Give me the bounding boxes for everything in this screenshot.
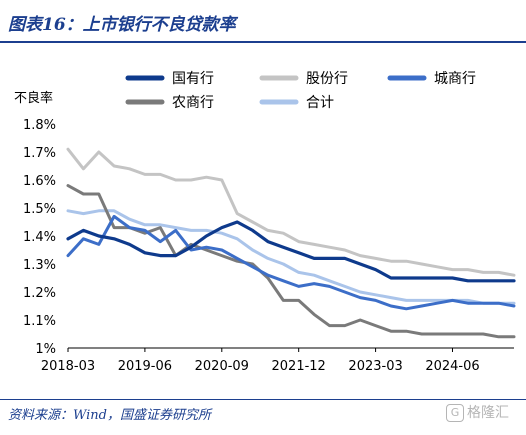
- title-bar: 图表16：上市银行不良贷款率: [0, 0, 526, 44]
- x-tick-label: 2019-06: [118, 359, 172, 374]
- y-axis-label: 不良率: [14, 90, 53, 106]
- source-divider: [0, 399, 526, 400]
- y-tick-label: 1.6%: [23, 174, 56, 189]
- watermark-logo-icon: G: [446, 404, 464, 422]
- x-tick-label: 2024-06: [425, 359, 479, 374]
- y-tick-label: 1.5%: [23, 202, 56, 217]
- y-tick-label: 1.3%: [23, 258, 56, 273]
- npl-ratio-line-chart: 不良率 1% 1.1% 1.2% 1.3% 1.4% 1.5% 1.6% 1.7% 1.8% 201…: [14, 71, 516, 374]
- x-tick-label: 2018-03: [41, 359, 95, 374]
- source-note: 资料来源：Wind，国盛证券研究所: [8, 408, 211, 423]
- series-line: [66, 147, 516, 277]
- page-title: 图表16：上市银行不良贷款率: [8, 15, 236, 35]
- legend-label: 股份行: [306, 71, 348, 87]
- x-tick-label: 2023-03: [348, 359, 402, 374]
- watermark: G 格隆汇: [446, 402, 509, 422]
- y-tick-label: 1.2%: [23, 286, 56, 301]
- legend-label: 城商行: [434, 71, 476, 87]
- series-line: [66, 220, 516, 283]
- y-tick-label: 1.8%: [23, 118, 56, 133]
- legend-label: 国有行: [172, 71, 214, 87]
- y-tick-label: 1.4%: [23, 230, 56, 245]
- y-tick-label: 1%: [35, 342, 56, 357]
- legend-label: 合计: [306, 95, 334, 111]
- y-tick-label: 1.1%: [23, 314, 56, 329]
- legend-label: 农商行: [172, 95, 214, 111]
- x-tick-label: 2020-09: [195, 359, 249, 374]
- series-line: [66, 209, 516, 305]
- series-line: [66, 184, 516, 339]
- x-tick-label: 2021-12: [272, 359, 326, 374]
- series-line: [66, 214, 516, 311]
- title-divider: [0, 41, 526, 43]
- y-tick-label: 1.7%: [23, 146, 56, 161]
- watermark-text: 格隆汇: [467, 405, 509, 421]
